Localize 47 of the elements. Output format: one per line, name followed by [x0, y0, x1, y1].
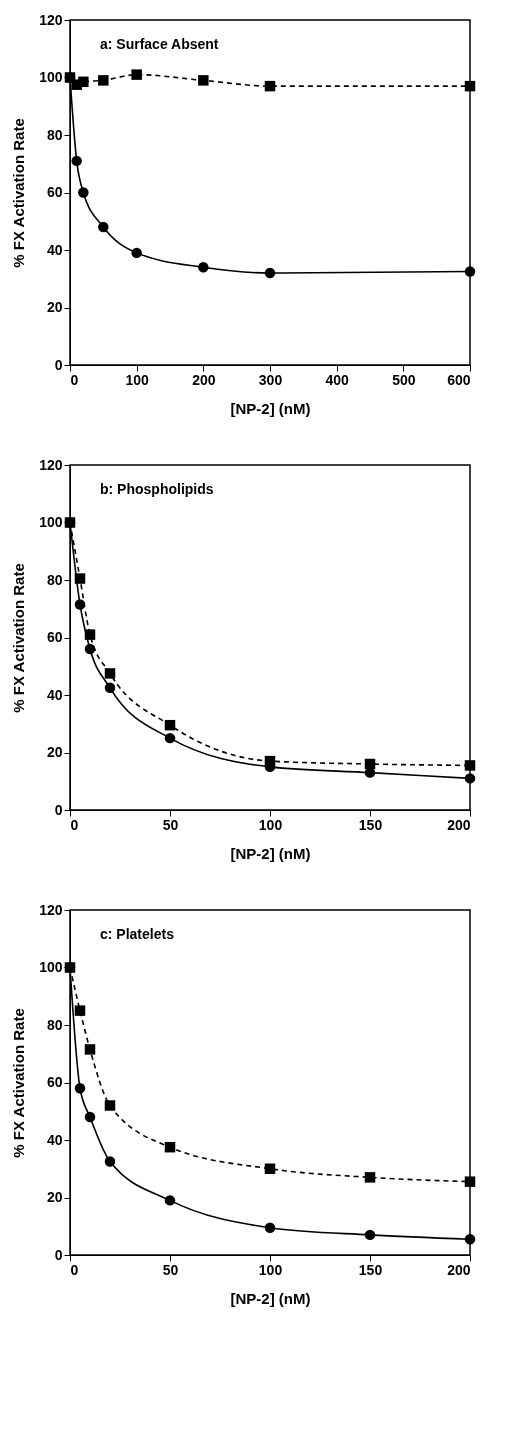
y-axis-title: % FX Activation Rate [10, 1008, 28, 1158]
x-tick-label: 600 [447, 371, 471, 388]
y-tick-label: 100 [39, 514, 63, 530]
x-tick-label: 200 [192, 371, 216, 388]
y-tick-label: 120 [39, 11, 63, 28]
y-tick-label: 60 [46, 1074, 63, 1090]
text: c: Platelets [100, 926, 175, 942]
x-tick-label: 50 [162, 1261, 179, 1278]
y-tick-label: 20 [46, 299, 63, 315]
x-tick-label: 300 [258, 371, 283, 388]
x-tick-label: 150 [358, 816, 383, 833]
y-tick-label: 0 [54, 1246, 63, 1263]
x-tick-label: 0 [70, 371, 79, 388]
x-tick-label: 0 [70, 816, 79, 833]
x-tick-label: 200 [447, 1261, 471, 1278]
x-tick-label: 100 [258, 816, 283, 833]
x-tick-label: 500 [392, 371, 416, 388]
x-tick-label: 100 [258, 1261, 283, 1278]
x-tick-label: 100 [125, 371, 150, 388]
y-tick-label: 80 [46, 126, 63, 143]
x-axis-title: [NP-2] (nM) [230, 399, 311, 417]
text: a: Surface Absent [100, 36, 219, 52]
y-tick-label: 20 [46, 1189, 63, 1205]
x-axis-title: [NP-2] (nM) [230, 1289, 311, 1307]
y-tick-label: 120 [39, 901, 63, 918]
x-tick-label: 0 [70, 1261, 79, 1278]
y-tick-label: 40 [46, 241, 63, 258]
y-tick-label: 100 [39, 69, 63, 85]
y-tick-label: 40 [46, 686, 63, 703]
y-tick-label: 100 [39, 959, 63, 975]
x-tick-label: 200 [447, 816, 471, 833]
x-axis-title: [NP-2] (nM) [230, 844, 311, 862]
x-tick-label: 50 [162, 816, 179, 833]
y-tick-label: 80 [46, 571, 63, 588]
y-tick-label: 0 [54, 356, 63, 373]
x-tick-label: 400 [325, 371, 350, 388]
y-tick-label: 60 [46, 184, 63, 200]
y-tick-label: 60 [46, 629, 63, 645]
y-axis-title: % FX Activation Rate [10, 118, 28, 268]
x-tick-label: 150 [358, 1261, 383, 1278]
y-tick-label: 120 [39, 456, 63, 473]
text: b: Phospholipids [100, 481, 214, 497]
y-tick-label: 80 [46, 1016, 63, 1033]
y-tick-label: 20 [46, 744, 63, 760]
y-tick-label: 40 [46, 1131, 63, 1148]
y-axis-title: % FX Activation Rate [10, 563, 28, 713]
y-tick-label: 0 [54, 801, 63, 818]
